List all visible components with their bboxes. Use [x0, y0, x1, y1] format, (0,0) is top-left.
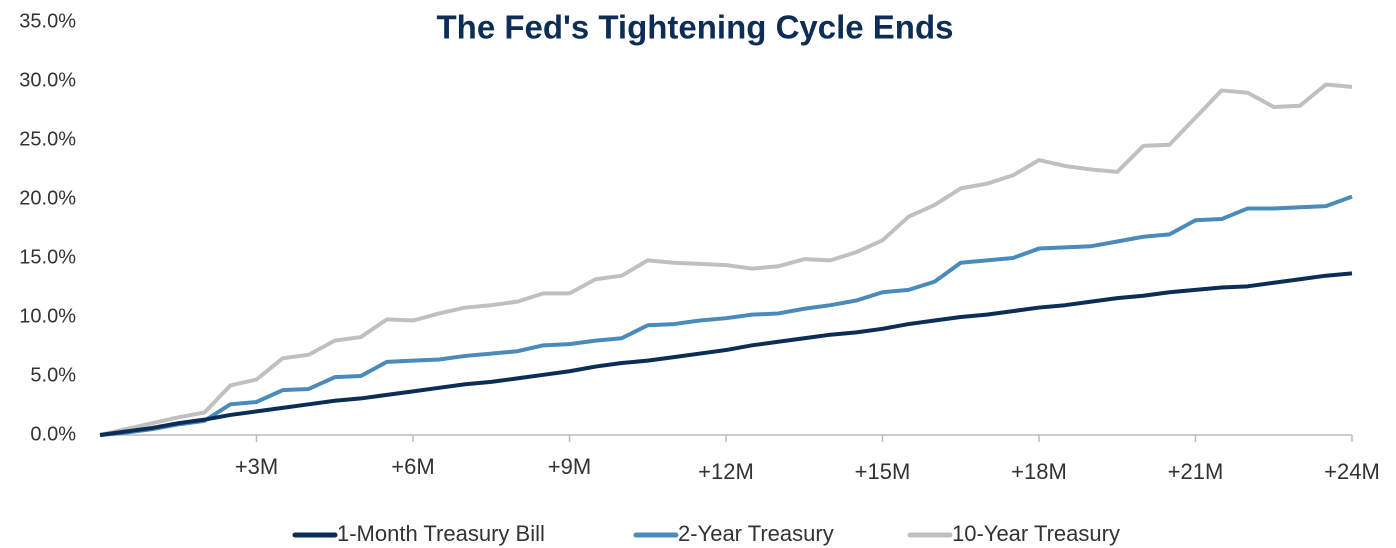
chart-title: The Fed's Tightening Cycle Ends — [437, 9, 954, 46]
y-tick-label: 10.0% — [19, 305, 76, 327]
x-tick-label: +18M — [1011, 459, 1067, 484]
series-line — [99, 194, 1353, 437]
legend-label: 2-Year Treasury — [678, 521, 834, 546]
x-tick-label: +6M — [391, 454, 434, 479]
legend-label: 10-Year Treasury — [952, 521, 1120, 546]
y-tick-label: 20.0% — [19, 187, 76, 209]
y-tick-label: 0.0% — [30, 423, 76, 445]
x-tick-label: +9M — [548, 454, 591, 479]
y-tick-label: 25.0% — [19, 128, 76, 150]
series-line — [99, 271, 1353, 437]
x-tick-label: +21M — [1168, 459, 1224, 484]
x-tick-label: +15M — [855, 459, 911, 484]
legend-label: 1-Month Treasury Bill — [337, 521, 545, 546]
x-tick-label: +12M — [698, 459, 754, 484]
y-tick-label: 35.0% — [19, 10, 76, 32]
x-tick-label: +24M — [1324, 459, 1380, 484]
y-tick-label: 30.0% — [19, 69, 76, 91]
y-tick-label: 5.0% — [30, 364, 76, 386]
series-line — [99, 82, 1353, 437]
x-tick-label: +3M — [235, 454, 278, 479]
y-tick-label: 15.0% — [19, 246, 76, 268]
